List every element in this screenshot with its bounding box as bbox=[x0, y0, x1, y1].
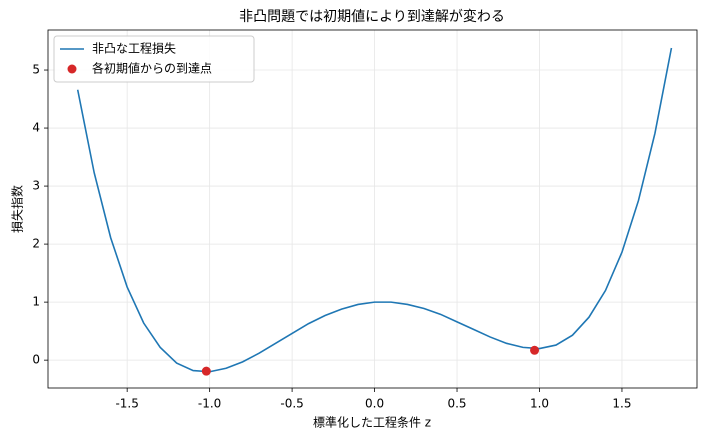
x-tick-label: 0.0 bbox=[365, 397, 384, 411]
x-axis-label: 標準化した工程条件 z bbox=[313, 415, 431, 430]
y-axis-label: 損失指数 bbox=[10, 185, 25, 233]
y-tick-label: 4 bbox=[32, 121, 40, 135]
x-tick-label: -1.5 bbox=[115, 397, 138, 411]
endpoint bbox=[530, 345, 540, 355]
y-tick-label: 1 bbox=[32, 295, 40, 309]
x-tick-label: -1.0 bbox=[198, 397, 221, 411]
legend-label: 各初期値からの到達点 bbox=[92, 61, 212, 76]
endpoint bbox=[201, 366, 211, 376]
legend-label: 非凸な工程損失 bbox=[92, 41, 176, 56]
x-tick-label: 1.0 bbox=[530, 397, 549, 411]
x-tick-label: 1.5 bbox=[612, 397, 631, 411]
y-tick-label: 5 bbox=[32, 63, 40, 77]
x-tick-label: 0.5 bbox=[447, 397, 466, 411]
loss-curve bbox=[76, 47, 673, 373]
plot-frame bbox=[47, 29, 698, 389]
y-tick-label: 2 bbox=[32, 237, 40, 251]
y-tick-label: 3 bbox=[32, 179, 40, 193]
y-tick-label: 0 bbox=[32, 353, 40, 367]
legend-box bbox=[53, 35, 255, 83]
chart-title: 非凸問題では初期値により到達解が変わる bbox=[239, 8, 505, 25]
x-tick-label: -0.5 bbox=[280, 397, 303, 411]
legend-swatch bbox=[67, 64, 77, 74]
